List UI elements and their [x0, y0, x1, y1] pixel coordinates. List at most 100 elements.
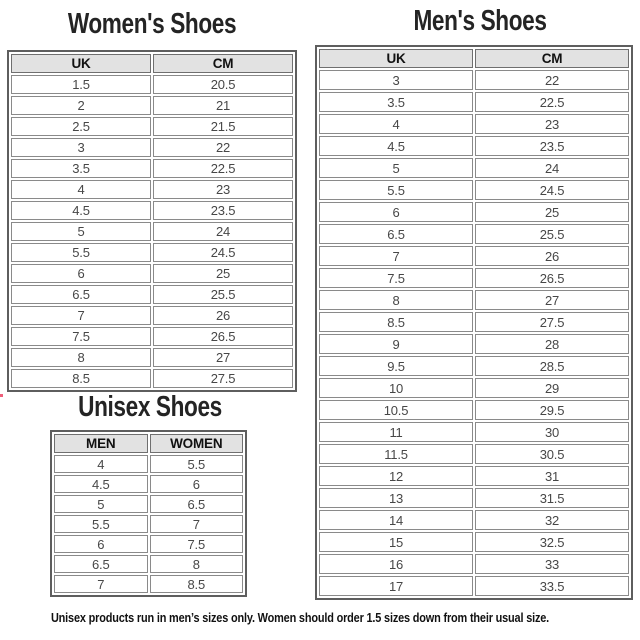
table-row: 4.5 23.5: [11, 201, 293, 220]
mens-shoes-title: Men's Shoes: [413, 5, 547, 37]
size-cell: 14: [319, 510, 473, 530]
size-cell: 22.5: [475, 92, 629, 112]
size-cell: 24: [153, 222, 293, 241]
table-row: 5.5 24.5: [11, 243, 293, 262]
table-row: 8.5 27.5: [319, 312, 629, 332]
size-cell: 26: [475, 246, 629, 266]
table-row: 11 30: [319, 422, 629, 442]
table-row: 9.5 28.5: [319, 356, 629, 376]
size-cell: 6: [149, 475, 243, 493]
table-row: 4.5 23.5: [319, 136, 629, 156]
table-row: 3.5 22.5: [11, 159, 293, 178]
size-cell: 24.5: [475, 180, 629, 200]
size-cell: 27.5: [153, 369, 293, 388]
table-row: 8 27: [319, 290, 629, 310]
size-cell: 8.5: [319, 312, 473, 332]
size-cell: 17: [319, 576, 473, 596]
size-cell: 2: [11, 96, 151, 115]
column-header-uk: UK: [319, 49, 473, 68]
table-row: 12 31: [319, 466, 629, 486]
size-cell: 7.5: [149, 535, 243, 553]
size-cell: 5: [11, 222, 151, 241]
size-cell: 21.5: [153, 117, 293, 136]
size-cell: 27.5: [475, 312, 629, 332]
table-row: 6 7.5: [54, 535, 243, 553]
table-row: 6 25: [319, 202, 629, 222]
size-cell: 25.5: [153, 285, 293, 304]
size-cell: 8: [11, 348, 151, 367]
size-cell: 27: [475, 290, 629, 310]
size-cell: 4: [319, 114, 473, 134]
table-row: 5.5 7: [54, 515, 243, 533]
table-row: 8.5 27.5: [11, 369, 293, 388]
size-cell: 9: [319, 334, 473, 354]
size-cell: 3.5: [319, 92, 473, 112]
column-header-men: MEN: [54, 434, 148, 453]
table-row: 15 32.5: [319, 532, 629, 552]
unisex-size-table: MEN WOMEN 4 5.5 4.5 6 5 6.5 5.5 7 6 7.5 6.5 8 7 8.5: [50, 430, 247, 597]
size-cell: 4.5: [319, 136, 473, 156]
size-cell: 28: [475, 334, 629, 354]
size-cell: 22.5: [153, 159, 293, 178]
table-row: 4 5.5: [54, 455, 243, 473]
size-cell: 24: [475, 158, 629, 178]
table-row: 7.5 26.5: [11, 327, 293, 346]
size-cell: 7: [11, 306, 151, 325]
size-cell: 33: [475, 554, 629, 574]
size-cell: 23.5: [153, 201, 293, 220]
table-row: 2.5 21.5: [11, 117, 293, 136]
table-row: 3.5 22.5: [319, 92, 629, 112]
size-cell: 6.5: [149, 495, 243, 513]
table-row: 7 8.5: [54, 575, 243, 593]
unisex-shoes-title: Unisex Shoes: [78, 391, 222, 423]
womens-shoes-title: Women's Shoes: [67, 8, 237, 40]
size-cell: 30.5: [475, 444, 629, 464]
mens-size-table: UK CM 3 22 3.5 22.5 4 23 4.5 23.5 5 24 5.5 24.5 6 25 6…: [315, 45, 633, 600]
table-row: 6.5 25.5: [319, 224, 629, 244]
column-header-cm: CM: [475, 49, 629, 68]
size-cell: 27: [153, 348, 293, 367]
size-cell: 12: [319, 466, 473, 486]
size-cell: 23.5: [475, 136, 629, 156]
stray-pink-mark: [0, 394, 3, 397]
size-cell: 3: [11, 138, 151, 157]
mens-table-header: UK CM: [319, 49, 629, 68]
size-cell: 4.5: [54, 475, 148, 493]
size-cell: 8.5: [149, 575, 243, 593]
table-row: 2 21: [11, 96, 293, 115]
table-row: 4 23: [319, 114, 629, 134]
table-row: 5.5 24.5: [319, 180, 629, 200]
size-cell: 26: [153, 306, 293, 325]
size-cell: 2.5: [11, 117, 151, 136]
size-cell: 5.5: [54, 515, 148, 533]
size-cell: 13: [319, 488, 473, 508]
size-cell: 5: [319, 158, 473, 178]
size-cell: 29: [475, 378, 629, 398]
table-row: 7.5 26.5: [319, 268, 629, 288]
table-row: 16 33: [319, 554, 629, 574]
column-header-uk: UK: [11, 54, 151, 73]
size-cell: 8.5: [11, 369, 151, 388]
size-cell: 30: [475, 422, 629, 442]
table-row: 3 22: [319, 70, 629, 90]
size-cell: 4: [11, 180, 151, 199]
column-header-cm: CM: [153, 54, 293, 73]
size-cell: 6.5: [319, 224, 473, 244]
header-row: UK CM: [11, 54, 293, 73]
size-cell: 8: [319, 290, 473, 310]
size-cell: 5.5: [149, 455, 243, 473]
size-cell: 11: [319, 422, 473, 442]
size-cell: 32: [475, 510, 629, 530]
size-cell: 6: [11, 264, 151, 283]
size-cell: 20.5: [153, 75, 293, 94]
size-cell: 9.5: [319, 356, 473, 376]
size-cell: 22: [475, 70, 629, 90]
size-cell: 7: [319, 246, 473, 266]
header-row: MEN WOMEN: [54, 434, 243, 453]
size-cell: 7: [149, 515, 243, 533]
size-cell: 5.5: [11, 243, 151, 262]
header-row: UK CM: [319, 49, 629, 68]
size-cell: 31.5: [475, 488, 629, 508]
size-cell: 7.5: [11, 327, 151, 346]
size-cell: 32.5: [475, 532, 629, 552]
